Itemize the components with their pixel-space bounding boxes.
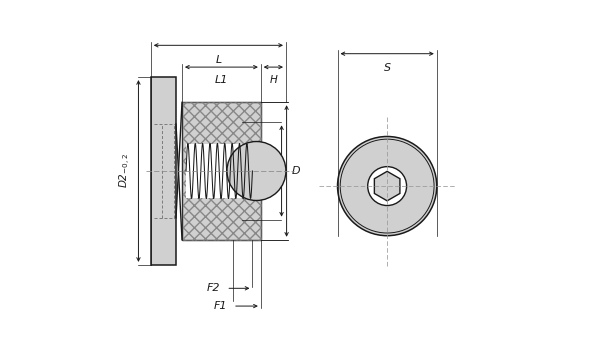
Polygon shape bbox=[151, 77, 176, 265]
Circle shape bbox=[227, 142, 286, 200]
Text: S: S bbox=[383, 63, 391, 73]
Circle shape bbox=[368, 167, 407, 206]
Polygon shape bbox=[186, 144, 253, 198]
Text: H: H bbox=[269, 76, 277, 86]
Circle shape bbox=[338, 136, 437, 236]
Text: D1: D1 bbox=[265, 166, 280, 176]
Text: F2: F2 bbox=[207, 283, 220, 293]
Polygon shape bbox=[374, 171, 400, 201]
Text: D: D bbox=[292, 166, 300, 176]
Text: D2$_{-0,2}$: D2$_{-0,2}$ bbox=[118, 154, 133, 188]
Text: F1: F1 bbox=[214, 301, 227, 311]
Text: L: L bbox=[215, 55, 221, 65]
Text: L1: L1 bbox=[215, 76, 228, 86]
Polygon shape bbox=[182, 102, 261, 240]
